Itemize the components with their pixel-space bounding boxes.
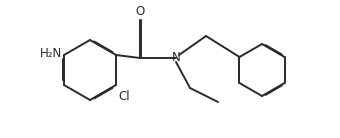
Text: Cl: Cl	[118, 90, 130, 103]
Text: N: N	[172, 51, 181, 64]
Text: H₂N: H₂N	[40, 47, 62, 60]
Text: O: O	[135, 5, 144, 18]
